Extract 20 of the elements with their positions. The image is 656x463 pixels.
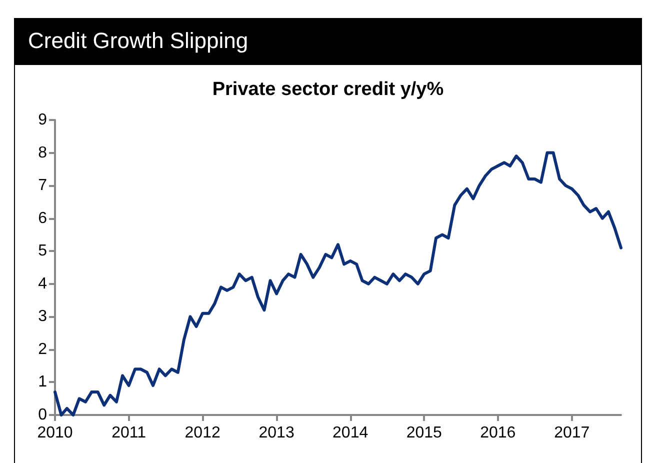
x-tick-label: 2011	[112, 424, 146, 442]
y-tick-label: 2	[38, 340, 48, 358]
x-tick-label: 2017	[554, 424, 590, 442]
y-tick-label: 6	[38, 210, 48, 227]
x-tick-label: 2015	[406, 424, 442, 442]
y-tick-label: 1	[38, 374, 48, 391]
y-tick-label: 3	[38, 308, 48, 326]
x-tick-label: 2012	[184, 424, 220, 442]
x-tick-label: 2010	[37, 424, 73, 442]
y-tick-label: 9	[38, 112, 48, 128]
chart-title: Credit Growth Slipping	[14, 18, 642, 64]
y-tick-label: 4	[38, 275, 48, 292]
y-tick-label: 5	[38, 242, 48, 260]
x-tick-label: 2014	[332, 424, 368, 442]
y-tick-label: 7	[38, 177, 48, 194]
x-tick-label: 2013	[258, 424, 294, 442]
y-tick-label: 8	[38, 144, 48, 162]
x-tick-label: 2016	[480, 424, 516, 442]
y-tick-label: 0	[38, 406, 48, 424]
chart-subtitle: Private sector credit y/y%	[212, 79, 444, 100]
